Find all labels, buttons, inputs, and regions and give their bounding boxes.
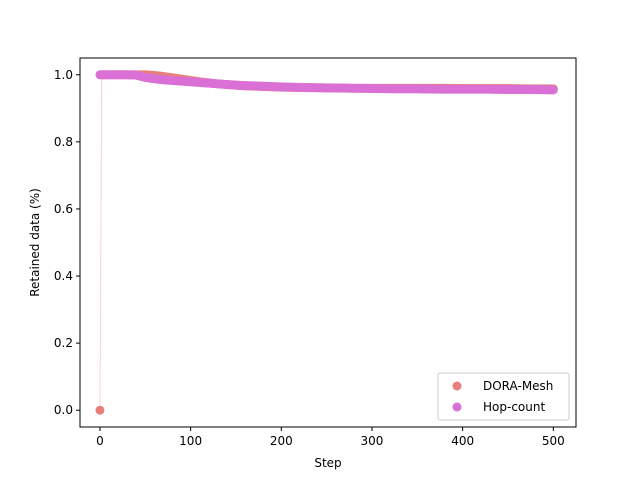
y-tick-label: 0.0 [54,403,73,417]
data-point [95,405,105,415]
legend-box [437,372,570,421]
x-tick-label: 100 [179,434,202,448]
series-hop-count [95,70,558,95]
y-axis: 0.0 0.2 0.4 0.6 0.8 1.0 [54,68,80,417]
axes-frame [79,57,577,428]
legend-label: Hop-count [483,400,545,414]
y-tick-label: 1.0 [54,68,73,82]
plot-area [95,70,558,415]
y-axis-label: Retained data (%) [28,188,42,297]
y-tick-label: 0.6 [54,202,73,216]
y-tick-label: 0.4 [54,269,73,283]
legend: DORA-Mesh Hop-count [437,372,570,421]
legend-marker [452,381,462,391]
x-axis-label: Step [314,456,341,470]
x-axis: 0 100 200 300 400 500 [96,427,565,448]
x-tick-label: 300 [361,434,384,448]
x-tick-label: 0 [96,434,104,448]
x-tick-label: 200 [270,434,293,448]
x-tick-label: 400 [451,434,474,448]
y-tick-label: 0.8 [54,135,73,149]
y-tick-label: 0.2 [54,336,73,350]
legend-marker [452,402,462,412]
data-point [548,85,558,95]
x-tick-label: 500 [542,434,565,448]
legend-label: DORA-Mesh [483,379,553,393]
